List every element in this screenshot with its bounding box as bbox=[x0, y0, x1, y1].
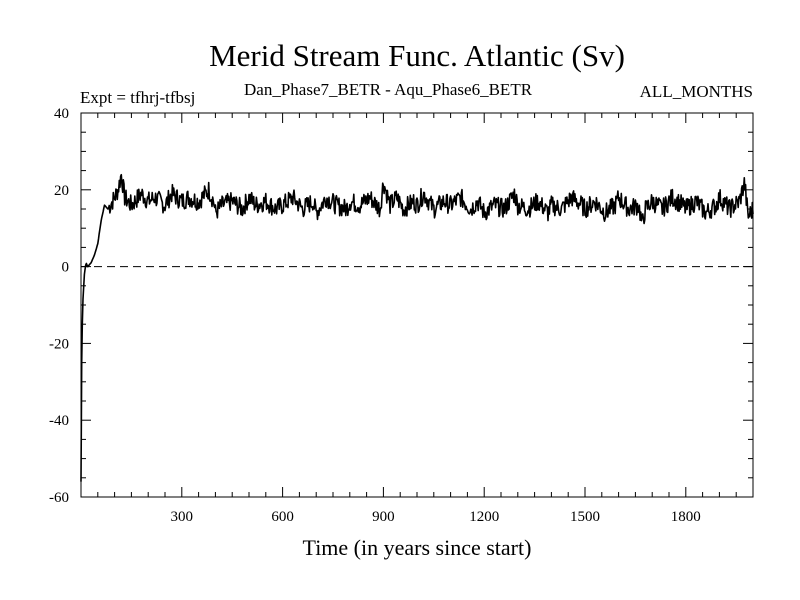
y-tick-label: 20 bbox=[54, 183, 69, 199]
x-tick-label: 600 bbox=[271, 509, 294, 525]
x-tick-label: 900 bbox=[372, 509, 395, 525]
major-ticks bbox=[81, 112, 753, 498]
series-line bbox=[80, 173, 754, 482]
y-tick-label: -60 bbox=[49, 490, 69, 506]
y-tick-label: 40 bbox=[54, 106, 69, 122]
x-tick-label: 300 bbox=[171, 509, 194, 525]
x-tick-label: 1500 bbox=[570, 509, 600, 525]
y-tick-label: 0 bbox=[62, 260, 70, 276]
y-tick-label: -40 bbox=[49, 413, 69, 429]
months-label: ALL_MONTHS bbox=[640, 82, 753, 101]
comparison-label: Dan_Phase7_BETR - Aqu_Phase6_BETR bbox=[244, 80, 533, 99]
x-axis-label: Time (in years since start) bbox=[303, 535, 532, 560]
minor-ticks bbox=[81, 113, 753, 497]
chart-title: Merid Stream Func. Atlantic (Sv) bbox=[209, 38, 625, 73]
plot-frame bbox=[80, 112, 754, 498]
y-tick-label: -20 bbox=[49, 336, 69, 352]
experiment-label: Expt = tfhrj-tfbsj bbox=[80, 88, 195, 107]
tick-labels: 300 600 900 1200 1500 1800 40 20 0 -20 -40 -60 bbox=[49, 106, 701, 525]
x-tick-label: 1200 bbox=[469, 509, 499, 525]
x-tick-label: 1800 bbox=[671, 509, 701, 525]
